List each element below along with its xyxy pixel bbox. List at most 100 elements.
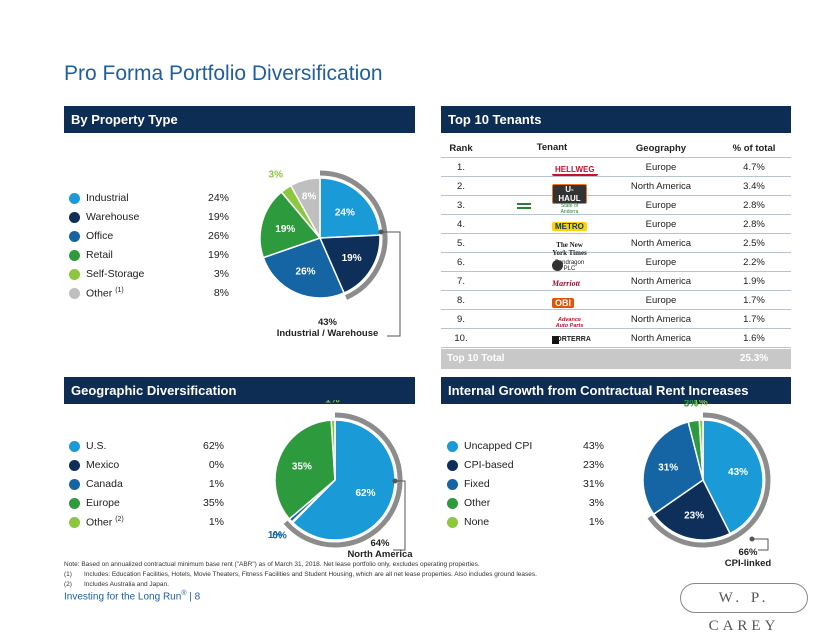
tenant-name: State of Andorra bbox=[560, 203, 579, 215]
legend-swatch bbox=[69, 288, 80, 299]
footer: Investing for the Long Run® | 8 bbox=[64, 590, 200, 602]
pendragon-mark-icon bbox=[552, 260, 563, 271]
brand-logo: W. P. CAREY bbox=[680, 583, 808, 634]
cell-rank: 4. bbox=[457, 219, 465, 230]
pie-slice-other bbox=[330, 419, 336, 481]
cell-pct: 1.7% bbox=[743, 295, 765, 306]
legend-item: Industrial 24% bbox=[69, 192, 229, 206]
legend-label: Other (1) bbox=[86, 287, 124, 300]
pie-slice-uncapped-cpi bbox=[702, 419, 764, 535]
pie-slice-u-s- bbox=[291, 419, 396, 541]
table-row: 10. FORTERRA North America 1.6% bbox=[441, 329, 791, 348]
legend-label: None bbox=[464, 516, 490, 528]
note-text: Note: Based on annualized contractual mi… bbox=[64, 561, 480, 568]
callout-dot bbox=[749, 536, 755, 542]
legend-value: 35% bbox=[202, 497, 224, 509]
page-title: Pro Forma Portfolio Diversification bbox=[64, 62, 383, 85]
cell-rank: 10. bbox=[454, 333, 468, 344]
legend-label: Fixed bbox=[464, 478, 490, 490]
legend-item: U.S. 62% bbox=[69, 440, 224, 454]
legend-swatch bbox=[447, 441, 458, 452]
tenant-name: HELLWEG bbox=[552, 165, 598, 176]
footnote-ref: (1) bbox=[115, 287, 124, 294]
pie-data-label: 19% bbox=[342, 253, 362, 264]
callout-value: 64% bbox=[370, 538, 390, 549]
property-callout: 43% Industrial / Warehouse bbox=[265, 317, 390, 339]
highlight-ring bbox=[283, 412, 403, 548]
pie-data-label: 1% bbox=[693, 400, 708, 409]
geo-header: Geographic Diversification bbox=[64, 377, 415, 404]
footnote-number: (1) bbox=[64, 571, 72, 578]
legend-label: Other (2) bbox=[86, 516, 124, 529]
legend-item: Other (2) 1% bbox=[69, 516, 224, 530]
cell-geography: Europe bbox=[645, 162, 677, 173]
col-pct: % of total bbox=[732, 143, 776, 154]
pie-data-label: 1% bbox=[325, 400, 340, 406]
legend-value: 19% bbox=[207, 249, 229, 261]
legend-label: Europe bbox=[86, 497, 120, 509]
tenant-name: Advance Auto Parts bbox=[555, 317, 584, 329]
legend-item: Europe 35% bbox=[69, 497, 224, 511]
legend-swatch bbox=[69, 498, 80, 509]
cell-rank: 1. bbox=[457, 162, 465, 173]
legend-swatch bbox=[69, 250, 80, 261]
footnote-number: (2) bbox=[64, 581, 72, 588]
legend-value: 26% bbox=[207, 230, 229, 242]
total-label: Top 10 Total bbox=[447, 353, 505, 364]
property-pie-slices: 24% 19% 26% 19% 3% 8% bbox=[259, 169, 388, 300]
cell-geography: North America bbox=[630, 276, 692, 287]
pie-data-label: 31% bbox=[658, 462, 678, 473]
table-row: 5. The New York Times North America 2.5% bbox=[441, 234, 791, 257]
legend-item: Office 26% bbox=[69, 230, 229, 244]
pie-data-label: 62% bbox=[356, 488, 376, 499]
legend-label: Retail bbox=[86, 249, 113, 261]
cell-rank: 7. bbox=[457, 276, 465, 287]
legend-item: CPI-based 23% bbox=[447, 459, 604, 473]
page-number: | 8 bbox=[189, 591, 201, 603]
footnote-ref: (2) bbox=[115, 516, 124, 523]
callout-dot bbox=[392, 478, 398, 484]
tenant-name: U-HAUL bbox=[552, 184, 587, 204]
legend-label: Self-Storage bbox=[86, 268, 145, 280]
pie-slice-europe bbox=[274, 419, 336, 521]
table-row: 2. U-HAUL North America 3.4% bbox=[441, 177, 791, 204]
tenant-name: OBI bbox=[552, 298, 575, 308]
legend-label: Canada bbox=[86, 478, 123, 490]
pie-data-label: 43% bbox=[728, 467, 748, 478]
legend-label-text: Other bbox=[86, 516, 113, 529]
callout-bracket bbox=[393, 480, 406, 551]
cell-rank: 8. bbox=[457, 295, 465, 306]
legend-value: 62% bbox=[202, 440, 224, 452]
legend-label: Other bbox=[464, 497, 491, 509]
col-tenant: Tenant bbox=[536, 142, 568, 153]
growth-callout: 66% CPI-linked bbox=[708, 547, 788, 569]
legend-item: Fixed 31% bbox=[447, 478, 604, 492]
cell-geography: Europe bbox=[645, 219, 677, 230]
legend-item: Uncapped CPI 43% bbox=[447, 440, 604, 454]
highlight-ring bbox=[647, 412, 771, 548]
andorra-mark-icon bbox=[517, 203, 531, 209]
cell-geography: North America bbox=[630, 181, 692, 192]
col-rank: Rank bbox=[449, 143, 473, 154]
legend-item: Self-Storage 3% bbox=[69, 268, 229, 282]
property-type-header-text: By Property Type bbox=[71, 112, 178, 127]
cell-pct: 1.7% bbox=[743, 314, 765, 325]
legend-swatch bbox=[447, 498, 458, 509]
legend-swatch bbox=[69, 231, 80, 242]
geo-pie-chart: 62%0%1%35%1% bbox=[268, 400, 406, 551]
growth-header: Internal Growth from Contractual Rent In… bbox=[441, 377, 791, 404]
callout-bracket bbox=[752, 538, 769, 551]
pie-slice-other bbox=[289, 177, 321, 241]
table-row: 7. Marriott North America 1.9% bbox=[441, 272, 791, 291]
tenant-name: Pendragon PLC bbox=[554, 260, 585, 272]
legend-swatch bbox=[447, 460, 458, 471]
cell-pct: 4.7% bbox=[743, 162, 765, 173]
table-row: 8. OBI Europe 1.7% bbox=[441, 291, 791, 310]
callout-dot bbox=[378, 229, 384, 235]
cell-rank: 6. bbox=[457, 257, 465, 268]
cell-rank: 9. bbox=[457, 314, 465, 325]
legend-label: Industrial bbox=[86, 192, 129, 204]
pie-slice-retail bbox=[259, 190, 322, 259]
footnotes: Note: Based on annualized contractual mi… bbox=[64, 560, 537, 590]
geo-callout: 64% North America bbox=[335, 538, 425, 560]
